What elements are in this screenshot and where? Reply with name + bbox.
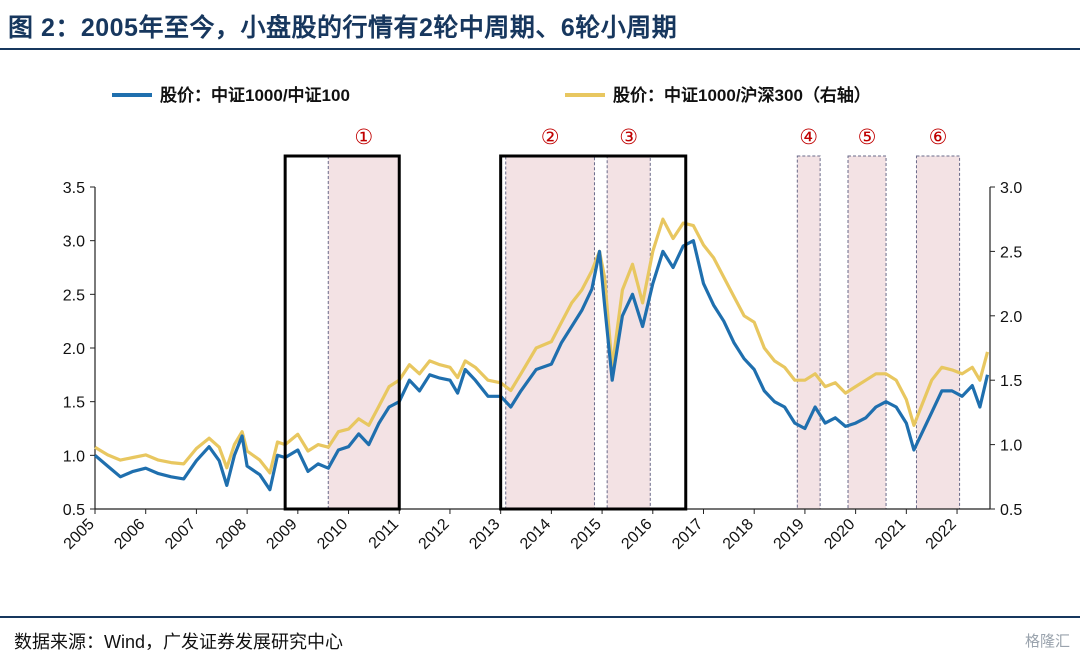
medium-cycle-box-1 bbox=[283, 154, 401, 511]
left-tick-label: 2.0 bbox=[63, 341, 85, 358]
line-chart: ① ② ③ ④ ⑤ ⑥ 0.5 1.0 1.5 2.0 2.5 3.0 3.5 0.5 1.0 1.5 2.0… bbox=[61, 85, 1023, 553]
cycle-marker-6: ⑥ bbox=[929, 126, 948, 149]
right-tick-label: 1.5 bbox=[1000, 373, 1022, 390]
x-tick-label: 2015 bbox=[568, 516, 605, 553]
source-note: 数据来源：Wind，广发证券发展研究中心 bbox=[14, 632, 344, 652]
cycle-marker-4: ④ bbox=[799, 126, 818, 149]
x-tick-label: 2014 bbox=[517, 516, 554, 553]
x-tick-label: 2020 bbox=[821, 516, 858, 553]
right-tick-label: 2.5 bbox=[1000, 244, 1022, 261]
x-tick-label: 2007 bbox=[162, 516, 199, 553]
cycle-shade-2 bbox=[505, 155, 595, 510]
left-tick-label: 1.5 bbox=[63, 395, 85, 412]
medium-cycle-box-2 bbox=[499, 154, 688, 511]
x-tick-label: 2011 bbox=[366, 516, 402, 552]
cycle-marker-2: ② bbox=[541, 126, 560, 149]
right-tick-label: 0.5 bbox=[1000, 502, 1022, 519]
bottom-rule bbox=[0, 616, 1080, 618]
x-tick-label: 2018 bbox=[720, 516, 757, 553]
medium-cycle-boxes bbox=[283, 154, 688, 511]
cycle-shade-5 bbox=[847, 155, 887, 510]
cycle-marker-5: ⑤ bbox=[858, 126, 877, 149]
right-tick-label: 3.0 bbox=[1000, 180, 1022, 197]
cycle-marker-1: ① bbox=[354, 126, 373, 149]
x-tick-label: 2021 bbox=[872, 516, 909, 553]
x-tick-label: 2012 bbox=[416, 516, 453, 553]
series-line-right bbox=[94, 217, 990, 475]
title-bar: 图 2：2005年至今，小盘股的行情有2轮中周期、6轮小周期 bbox=[0, 0, 1080, 46]
cycle-shade-4 bbox=[796, 155, 821, 510]
left-tick-label: 1.0 bbox=[63, 448, 85, 465]
x-tick-label: 2019 bbox=[771, 516, 808, 553]
legend-label-right: 股价：中证1000/沪深300（右轴） bbox=[613, 85, 871, 105]
series-lines bbox=[93, 217, 990, 492]
x-tick-label: 2017 bbox=[669, 516, 706, 553]
cycle-shade-6 bbox=[915, 155, 961, 510]
cycle-shade-3 bbox=[606, 155, 651, 510]
x-tick-label: 2016 bbox=[618, 516, 655, 553]
left-tick-label: 3.0 bbox=[63, 234, 85, 251]
right-tick-label: 1.0 bbox=[1000, 438, 1022, 455]
x-tick-label: 2005 bbox=[61, 516, 98, 553]
x-tick-label: 2006 bbox=[111, 516, 148, 553]
x-tick-label: 2013 bbox=[466, 516, 503, 553]
legend: 股价：中证1000/中证100 股价：中证1000/沪深300（右轴） bbox=[112, 85, 871, 105]
top-rule bbox=[0, 48, 1080, 50]
cycle-shades bbox=[327, 155, 961, 510]
right-tick-label: 2.0 bbox=[1000, 309, 1022, 326]
x-tick-label: 2010 bbox=[314, 516, 351, 553]
left-tick-label: 2.5 bbox=[63, 287, 85, 304]
series-line-left bbox=[93, 239, 990, 492]
x-tick-label: 2009 bbox=[263, 516, 300, 553]
x-tick-label: 2022 bbox=[923, 516, 960, 553]
cycle-marker-3: ③ bbox=[619, 126, 638, 149]
cycle-shade-1 bbox=[327, 155, 400, 510]
x-tick-label: 2008 bbox=[213, 516, 250, 553]
left-tick-label: 3.5 bbox=[63, 180, 85, 197]
watermark: 格隆汇 bbox=[1024, 633, 1070, 650]
legend-label-left: 股价：中证1000/中证100 bbox=[160, 85, 350, 105]
cycle-markers: ① ② ③ ④ ⑤ ⑥ bbox=[354, 126, 947, 149]
figure-title: 图 2：2005年至今，小盘股的行情有2轮中周期、6轮小周期 bbox=[8, 14, 678, 42]
left-tick-label: 0.5 bbox=[63, 502, 85, 519]
